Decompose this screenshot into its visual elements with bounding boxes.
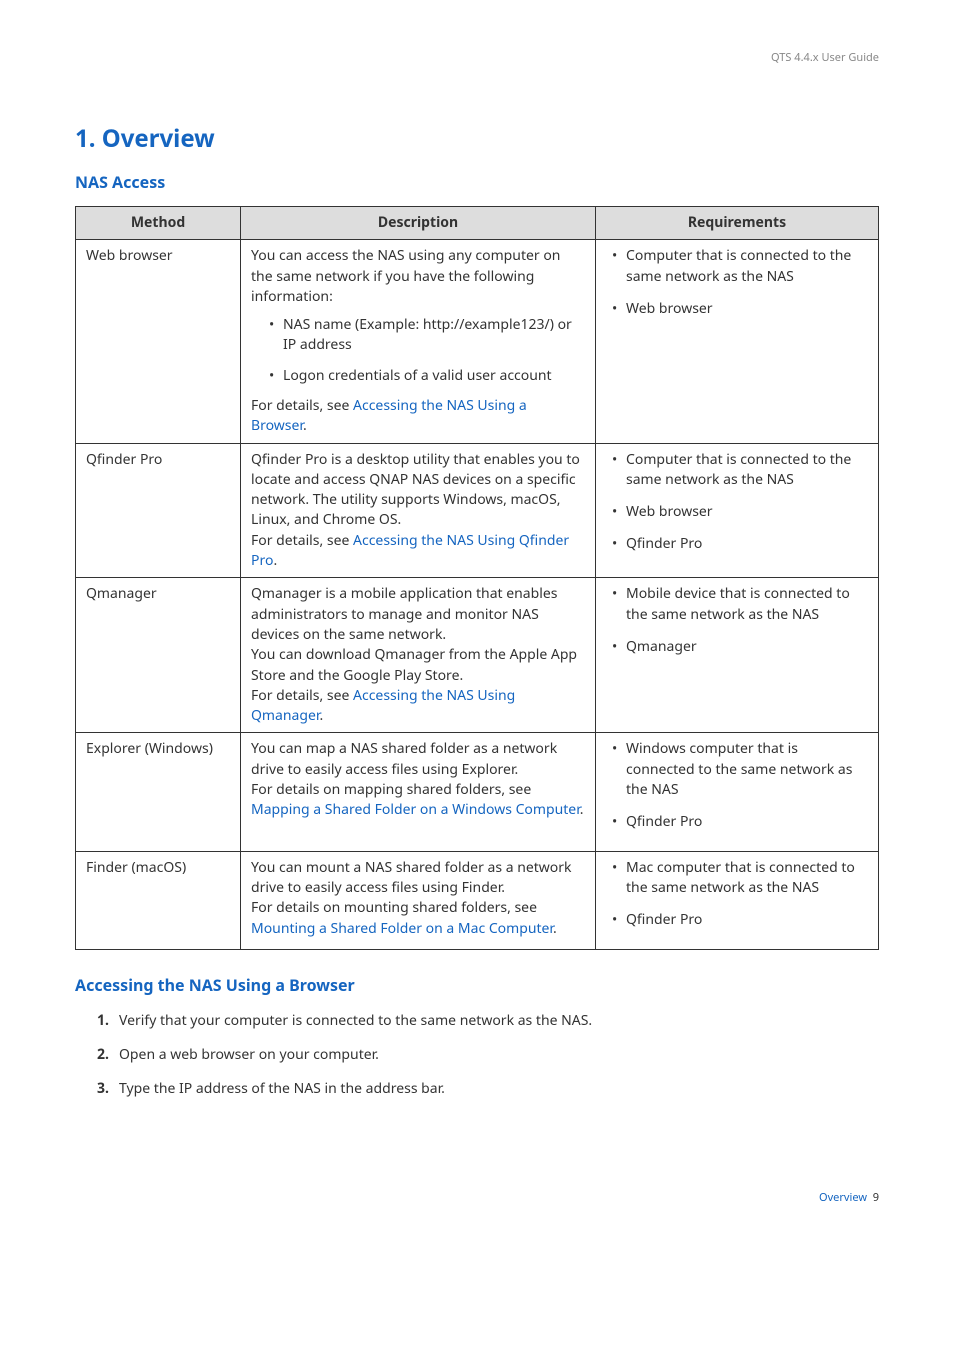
step-item: Type the IP address of the NAS in the ad… — [97, 1079, 879, 1099]
req-item: Mobile device that is connected to the s… — [612, 584, 868, 625]
nas-access-table: Method Description Requirements Web brow… — [75, 206, 879, 950]
col-requirements: Requirements — [596, 206, 879, 239]
text: For details, see — [251, 531, 353, 550]
desc-text: You can download Qmanager from the Apple… — [251, 645, 585, 686]
description-cell: You can map a NAS shared folder as a net… — [241, 733, 596, 851]
desc-text: For details, see Accessing the NAS Using… — [251, 686, 585, 727]
table-row: Web browser You can access the NAS using… — [76, 240, 879, 443]
doc-link[interactable]: Mapping a Shared Folder on a Windows Com… — [251, 800, 580, 819]
requirements-cell: Windows computer that is connected to th… — [596, 733, 879, 851]
table-row: Finder (macOS) You can mount a NAS share… — [76, 851, 879, 949]
text: For details, see — [251, 396, 353, 415]
req-item: Qmanager — [612, 637, 868, 657]
req-item: Qfinder Pro — [612, 812, 868, 832]
table-row: Qmanager Qmanager is a mobile applicatio… — [76, 578, 879, 733]
col-method: Method — [76, 206, 241, 239]
desc-text: You can access the NAS using any compute… — [251, 246, 585, 307]
description-cell: You can mount a NAS shared folder as a n… — [241, 851, 596, 949]
method-cell: Explorer (Windows) — [76, 733, 241, 851]
section-nas-access: NAS Access — [75, 171, 879, 194]
req-item: Qfinder Pro — [612, 910, 868, 930]
req-item: Computer that is connected to the same n… — [612, 246, 868, 287]
desc-text: Qfinder Pro is a desktop utility that en… — [251, 450, 585, 531]
text: . — [580, 800, 584, 819]
doc-link[interactable]: Mounting a Shared Folder on a Mac Comput… — [251, 919, 553, 938]
req-item: Web browser — [612, 502, 868, 522]
method-cell: Qfinder Pro — [76, 443, 241, 578]
text: . — [553, 919, 557, 938]
desc-text: You can mount a NAS shared folder as a n… — [251, 858, 585, 899]
desc-text: Qmanager is a mobile application that en… — [251, 584, 585, 645]
method-cell: Web browser — [76, 240, 241, 443]
description-cell: Qfinder Pro is a desktop utility that en… — [241, 443, 596, 578]
desc-text: For details, see Accessing the NAS Using… — [251, 531, 585, 572]
desc-text: For details on mapping shared folders, s… — [251, 780, 585, 821]
steps-list: Verify that your computer is connected t… — [75, 1011, 879, 1100]
method-cell: Qmanager — [76, 578, 241, 733]
req-item: Web browser — [612, 299, 868, 319]
step-item: Verify that your computer is connected t… — [97, 1011, 879, 1031]
desc-bullet: NAS name (Example: http://example123/) o… — [269, 315, 585, 356]
table-header-row: Method Description Requirements — [76, 206, 879, 239]
col-description: Description — [241, 206, 596, 239]
text: . — [273, 551, 277, 570]
requirements-cell: Mac computer that is connected to the sa… — [596, 851, 879, 949]
page-footer: Overview 9 — [75, 1190, 879, 1206]
req-item: Computer that is connected to the same n… — [612, 450, 868, 491]
footer-page-number: 9 — [873, 1190, 879, 1205]
doc-header: QTS 4.4.x User Guide — [75, 50, 879, 66]
req-item: Qfinder Pro — [612, 534, 868, 554]
requirements-cell: Computer that is connected to the same n… — [596, 240, 879, 443]
step-item: Open a web browser on your computer. — [97, 1045, 879, 1065]
text: . — [319, 706, 323, 725]
table-row: Qfinder Pro Qfinder Pro is a desktop uti… — [76, 443, 879, 578]
desc-text: You can map a NAS shared folder as a net… — [251, 739, 585, 780]
requirements-cell: Computer that is connected to the same n… — [596, 443, 879, 578]
req-item: Windows computer that is connected to th… — [612, 739, 868, 800]
desc-bullet: Logon credentials of a valid user accoun… — [269, 366, 585, 386]
method-cell: Finder (macOS) — [76, 851, 241, 949]
text: For details, see — [251, 686, 353, 705]
footer-section: Overview — [819, 1190, 867, 1205]
description-cell: Qmanager is a mobile application that en… — [241, 578, 596, 733]
text: . — [303, 416, 307, 435]
desc-text: For details on mounting shared folders, … — [251, 898, 585, 939]
section-accessing-browser: Accessing the NAS Using a Browser — [75, 974, 879, 997]
text: For details on mounting shared folders, … — [251, 898, 537, 917]
text: For details on mapping shared folders, s… — [251, 780, 531, 799]
description-cell: You can access the NAS using any compute… — [241, 240, 596, 443]
desc-text: For details, see Accessing the NAS Using… — [251, 396, 585, 437]
req-item: Mac computer that is connected to the sa… — [612, 858, 868, 899]
chapter-title: 1. Overview — [75, 122, 879, 157]
requirements-cell: Mobile device that is connected to the s… — [596, 578, 879, 733]
table-row: Explorer (Windows) You can map a NAS sha… — [76, 733, 879, 851]
